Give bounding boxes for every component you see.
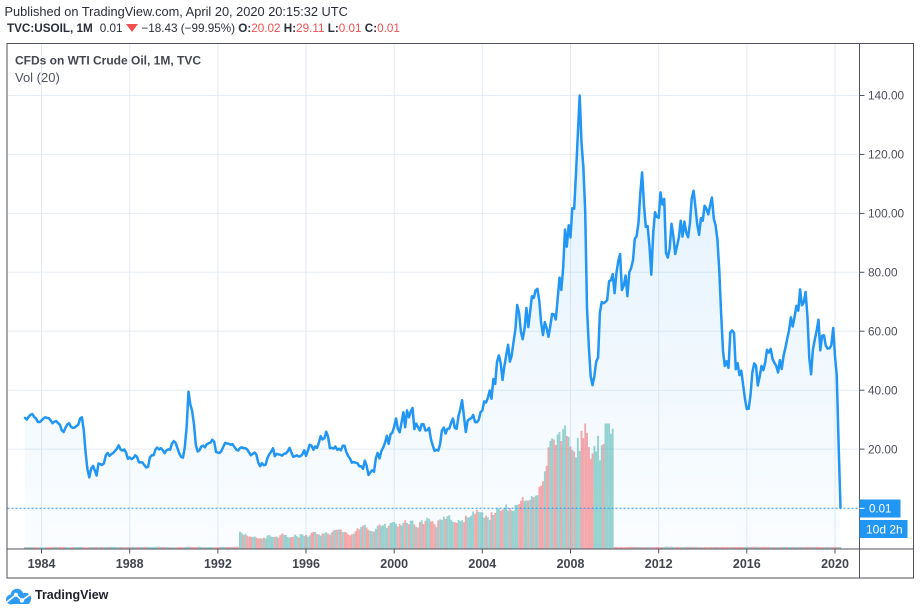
svg-text:2000: 2000: [380, 557, 408, 571]
svg-text:2016: 2016: [733, 557, 761, 571]
svg-text:2012: 2012: [645, 557, 673, 571]
svg-text:1988: 1988: [116, 557, 144, 571]
svg-text:120.00: 120.00: [868, 148, 905, 162]
svg-text:0.01: 0.01: [869, 504, 891, 516]
svg-text:CFDs on WTI Crude Oil, 1M, TVC: CFDs on WTI Crude Oil, 1M, TVC: [15, 54, 201, 68]
svg-text:2020: 2020: [821, 557, 849, 571]
svg-text:1996: 1996: [292, 557, 320, 571]
svg-text:80.00: 80.00: [868, 266, 898, 280]
svg-text:2008: 2008: [557, 557, 585, 571]
svg-text:2004: 2004: [468, 557, 496, 571]
svg-text:40.00: 40.00: [868, 383, 898, 397]
svg-text:10d 2h: 10d 2h: [866, 522, 903, 536]
svg-text:140.00: 140.00: [868, 89, 905, 103]
svg-text:Vol (20): Vol (20): [15, 70, 60, 85]
svg-text:60.00: 60.00: [868, 324, 898, 338]
svg-text:20.00: 20.00: [868, 442, 898, 456]
svg-text:1984: 1984: [28, 557, 56, 571]
svg-text:100.00: 100.00: [868, 207, 905, 221]
svg-text:1992: 1992: [204, 557, 232, 571]
